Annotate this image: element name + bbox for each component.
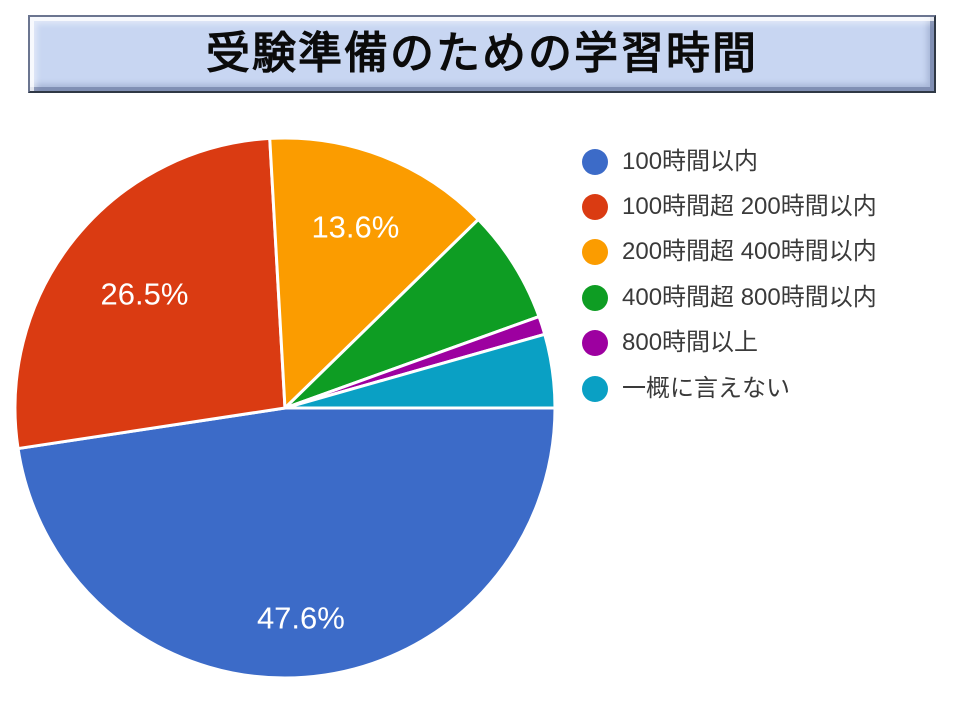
pie-slice-6 (283, 332, 557, 410)
legend-swatch-icon (582, 239, 608, 266)
legend-item-label: 100時間超 200時間以内 (622, 193, 877, 221)
legend-swatch-icon (582, 194, 608, 221)
legend-item-4: 400時間超 800時間以内 (582, 275, 877, 320)
legend-item-label: 100時間以内 (622, 147, 759, 175)
legend-swatch-icon (582, 330, 608, 357)
legend-item-label: 400時間超 800時間以内 (622, 283, 877, 311)
legend-item-6: 一概に言えない (582, 366, 877, 411)
legend-swatch-icon (582, 284, 608, 311)
pie-slice-1 (16, 406, 557, 680)
pie-slice-2 (13, 136, 287, 451)
pie-data-label: 26.5% (101, 277, 189, 312)
pie-slice-4 (283, 218, 541, 410)
legend-item-label: 一概に言えない (622, 374, 790, 402)
pie-slice-3 (268, 136, 480, 410)
pie-data-label: 13.6% (311, 209, 399, 244)
legend: 100時間以内 100時間超 200時間以内 200時間超 400時間以内 400時間… (582, 139, 877, 411)
legend-swatch-icon (582, 375, 608, 402)
title-banner: 受験準備のための学習時間 (28, 15, 936, 93)
legend-item-1: 100時間以内 (582, 139, 877, 184)
legend-item-5: 800時間以上 (582, 321, 877, 366)
legend-swatch-icon (582, 148, 608, 175)
page-title: 受験準備のための学習時間 (206, 29, 758, 78)
legend-item-label: 800時間以上 (622, 329, 759, 357)
legend-item-2: 100時間超 200時間以内 (582, 184, 877, 229)
legend-item-label: 200時間超 400時間以内 (622, 238, 877, 266)
pie-data-label: 47.6% (257, 601, 345, 636)
legend-item-3: 200時間超 400時間以内 (582, 230, 877, 275)
